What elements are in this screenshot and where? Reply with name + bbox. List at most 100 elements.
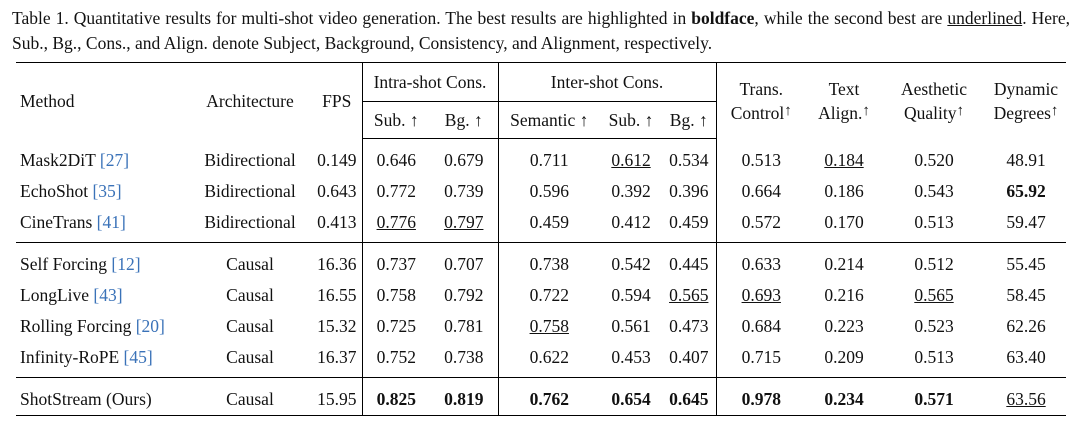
caption-underlined-word: underlined xyxy=(947,8,1023,28)
metric-cell: 0.571 xyxy=(882,377,986,416)
architecture-cell: Causal xyxy=(188,242,312,280)
metric-value: 0.715 xyxy=(741,347,781,367)
metric-cell: 0.523 xyxy=(882,311,986,342)
metric-cell: 0.234 xyxy=(806,377,882,416)
metric-cell: 0.209 xyxy=(806,342,882,378)
citation-link[interactable]: [20] xyxy=(135,316,165,336)
header-inter-sub: Sub. ↑ xyxy=(600,101,662,139)
header-trans-line1: Trans. xyxy=(739,78,784,99)
metric-value: 0.646 xyxy=(376,150,416,170)
metric-cell: 0.542 xyxy=(600,242,662,280)
metric-cell: 0.596 xyxy=(498,176,600,207)
caption-mid: , while the second best are xyxy=(754,8,948,28)
table-row: CineTrans [41] Bidirectional 0.413 0.776 0.7… xyxy=(16,207,1066,243)
metric-value: 0.738 xyxy=(529,254,569,274)
metric-value: 0.792 xyxy=(444,285,484,305)
metric-cell: 0.645 xyxy=(662,377,717,416)
method-name: Rolling Forcing xyxy=(20,316,132,336)
header-inter-group: Inter-shot Cons. xyxy=(498,62,717,102)
metric-value: 0.561 xyxy=(611,316,651,336)
metric-value: 0.459 xyxy=(669,212,709,232)
metric-value: 0.797 xyxy=(444,212,484,232)
metric-value: 0.412 xyxy=(611,212,651,232)
metric-cell: 0.214 xyxy=(806,242,882,280)
header-intra-bg: Bg. ↑ xyxy=(430,101,499,139)
method-name: Mask2DiT xyxy=(20,149,96,170)
metric-value: 0.407 xyxy=(669,347,709,367)
table-row: Self Forcing [12] Causal 16.36 0.737 0.707 0.… xyxy=(16,242,1066,280)
metric-value: 0.513 xyxy=(741,149,781,170)
metric-value: 63.56 xyxy=(1006,389,1046,409)
metric-value: 0.594 xyxy=(611,285,651,305)
architecture-cell: Causal xyxy=(226,316,274,336)
citation-link[interactable]: [35] xyxy=(92,181,122,201)
metric-value: 0.234 xyxy=(824,389,864,409)
metric-cell: 0.216 xyxy=(806,280,882,311)
method-name: LongLive xyxy=(20,285,90,305)
metric-cell: 0.473 xyxy=(662,311,717,342)
metric-value: 0.622 xyxy=(529,347,569,367)
metric-value: 0.738 xyxy=(444,347,484,367)
metric-value: 0.654 xyxy=(611,389,651,409)
metric-cell: 0.170 xyxy=(806,207,882,243)
method-name: EchoShot xyxy=(20,181,89,201)
caption-bold-word: boldface xyxy=(691,8,755,28)
fps-cell: 15.95 xyxy=(312,377,363,416)
metric-value: 0.513 xyxy=(914,347,954,367)
metric-cell: 0.513 xyxy=(716,139,806,177)
metric-value: 0.459 xyxy=(529,212,569,232)
metric-cell: 0.223 xyxy=(806,311,882,342)
metric-cell: 0.752 xyxy=(362,342,430,378)
metric-value: 58.45 xyxy=(1006,285,1046,305)
citation-link[interactable]: [12] xyxy=(111,254,141,274)
metric-value: 48.91 xyxy=(1006,149,1046,170)
metric-cell: 0.684 xyxy=(716,311,806,342)
metric-cell: 62.26 xyxy=(986,311,1066,342)
metric-cell: 0.825 xyxy=(362,377,430,416)
metric-value: 0.707 xyxy=(444,254,484,274)
citation-link[interactable]: [27] xyxy=(99,149,130,170)
metric-cell: 0.396 xyxy=(662,176,717,207)
metric-cell: 0.543 xyxy=(882,176,986,207)
method-name: Self Forcing xyxy=(20,254,108,274)
metric-cell: 0.412 xyxy=(600,207,662,243)
table-body: Mask2DiT [27] Bidirectional 0.149 0.646 0.67… xyxy=(16,138,1066,416)
metric-cell: 0.819 xyxy=(430,377,499,416)
metric-value: 59.47 xyxy=(1006,212,1046,232)
citation-link[interactable]: [43] xyxy=(93,285,123,305)
architecture-cell: Bidirectional xyxy=(204,181,296,201)
metric-cell: 0.186 xyxy=(806,176,882,207)
metric-value: 0.612 xyxy=(611,150,651,170)
metric-cell: 0.534 xyxy=(662,138,717,176)
metric-cell: 0.459 xyxy=(662,207,717,243)
table-row: Mask2DiT [27] Bidirectional 0.149 0.646 0.67… xyxy=(16,138,1066,177)
fps-cell: 16.55 xyxy=(312,280,363,311)
metric-cell: 0.693 xyxy=(716,280,806,311)
metric-value: 0.693 xyxy=(741,285,781,305)
metric-value: 0.725 xyxy=(376,316,416,336)
metric-value: 0.762 xyxy=(529,389,569,409)
architecture-cell: Bidirectional xyxy=(204,212,296,232)
metric-value: 0.758 xyxy=(376,285,416,305)
metric-cell: 0.738 xyxy=(498,242,600,280)
metric-value: 0.543 xyxy=(914,181,954,201)
citation-link[interactable]: [45] xyxy=(123,347,153,367)
metric-cell: 0.679 xyxy=(430,138,499,176)
header-inter-bg: Bg. ↑ xyxy=(662,101,717,139)
citation-link[interactable]: [41] xyxy=(96,212,126,232)
metric-cell: 0.594 xyxy=(600,280,662,311)
metric-cell: 0.758 xyxy=(498,311,600,342)
metric-cell: 0.565 xyxy=(882,280,986,311)
metric-value: 0.453 xyxy=(611,347,651,367)
header-trans-arrow: ↑ xyxy=(784,102,792,119)
table-caption: Table 1. Quantitative results for multi-… xyxy=(12,6,1070,56)
metric-value: 0.392 xyxy=(611,181,651,201)
metric-value: 0.978 xyxy=(741,389,781,409)
metric-value: 0.542 xyxy=(611,254,651,274)
metric-value: 0.722 xyxy=(529,285,569,305)
header-fps: FPS xyxy=(312,62,363,139)
metric-cell: 55.45 xyxy=(986,242,1066,280)
metric-value: 0.645 xyxy=(669,389,709,409)
metric-value: 0.512 xyxy=(914,254,954,274)
metric-value: 0.186 xyxy=(824,181,864,201)
